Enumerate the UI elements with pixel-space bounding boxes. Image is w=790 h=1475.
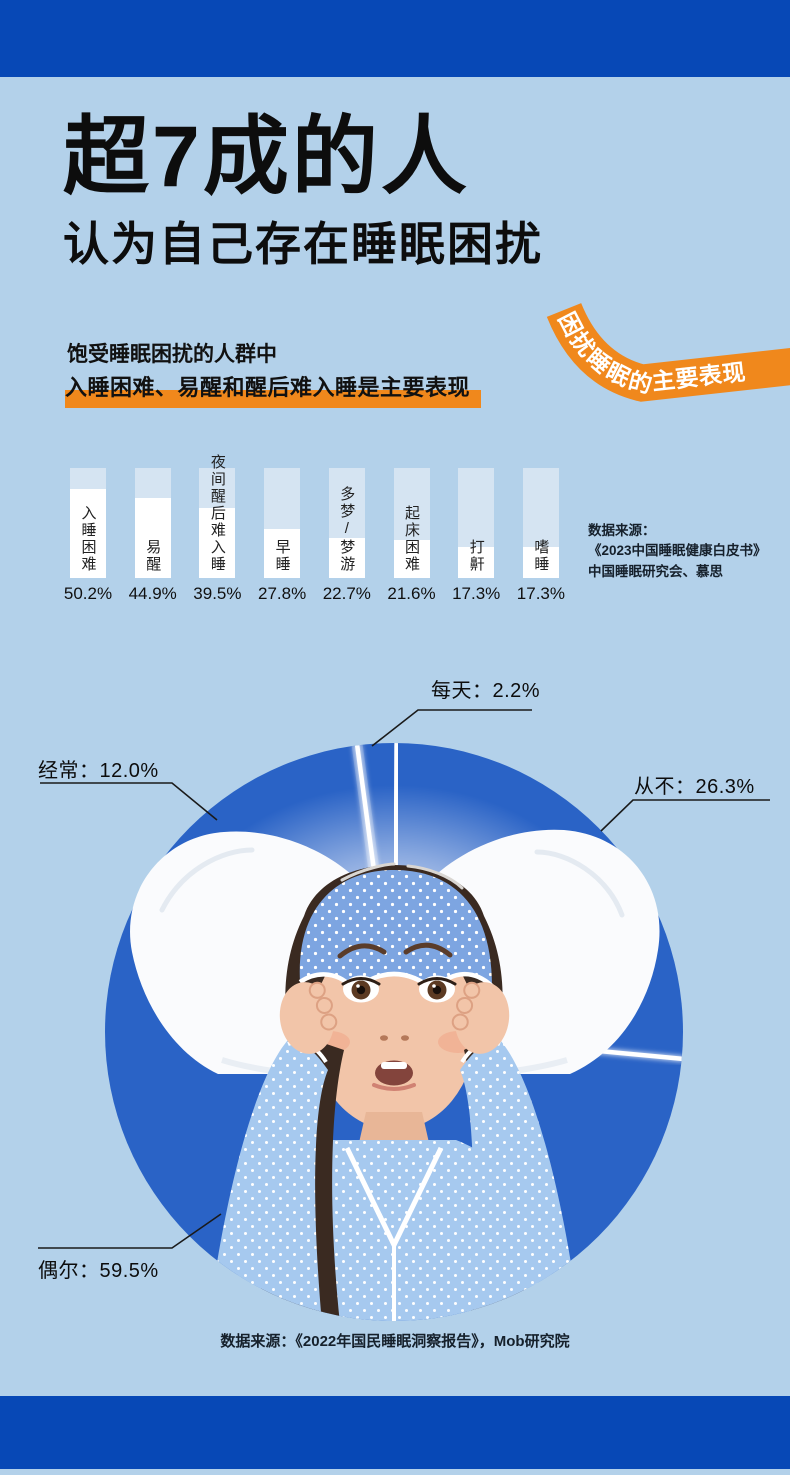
bar-fill — [70, 489, 106, 578]
bar-chart-source-line1: 数据来源： — [588, 523, 656, 538]
bar-fill — [134, 498, 171, 578]
sleeper-photo — [208, 862, 580, 1321]
bar-fill — [393, 540, 430, 578]
eyes — [341, 975, 457, 1003]
left-sleeve — [208, 1039, 328, 1321]
pie-callout-often: 经常：12.0% — [38, 760, 159, 782]
bar-track: 易醒 — [134, 468, 171, 578]
title-main: 超7成的人 — [63, 109, 470, 205]
nose — [380, 1035, 388, 1041]
bar-value-label: 39.5% — [193, 584, 242, 603]
bar-value-label: 17.3% — [452, 584, 501, 603]
title-block: 超7成的人 认为自己存在睡眠困扰 — [63, 112, 543, 269]
bar-column: 嗜睡 17.3% — [517, 468, 565, 603]
bar-category-label: 嗜睡 — [532, 539, 550, 573]
pie-callout-sometimes: 偶尔：59.5% — [38, 1260, 159, 1282]
bar-category-label: 易醒 — [144, 539, 162, 573]
bar-chart: 入睡困难 50.2% 易醒 44.9% 夜间醒后难入睡 39.5% 早睡 27.8% 多梦/梦游… — [64, 454, 630, 608]
bar-category-label: 起床困难 — [403, 505, 420, 573]
sleep-mask — [299, 870, 492, 990]
bar-category-label: 多梦/梦游 — [338, 486, 356, 573]
bar-fill — [522, 547, 559, 578]
bar-chart-source-line3: 中国睡眠研究会、慕思 — [588, 563, 723, 579]
bar-fill — [458, 547, 495, 578]
pie-chart-source: 数据来源：《2022年国民睡眠洞察报告》，Mob研究院 — [220, 1333, 570, 1350]
bar-category-label: 入睡困难 — [79, 505, 97, 573]
bar-column: 打鼾 17.3% — [452, 468, 500, 603]
bar-column: 起床困难 21.6% — [387, 468, 436, 603]
bar-track: 嗜睡 — [522, 468, 559, 578]
bar-value-label: 50.2% — [63, 584, 113, 603]
mouth — [372, 1060, 416, 1091]
bar-category-label: 早睡 — [273, 539, 291, 573]
intro-highlight-bar — [65, 390, 481, 408]
gray-hair-strands — [340, 862, 464, 890]
bar-track: 早睡 — [264, 468, 301, 578]
mask-piping — [298, 971, 494, 994]
bar-chart-source-line2: 《2023中国睡眠健康白皮书》 — [588, 543, 767, 559]
bar-category-label: 夜间醒后难入睡 — [208, 454, 226, 573]
bar-track: 夜间醒后难入睡 — [199, 454, 236, 578]
bar-fill — [264, 529, 301, 578]
pie-callout-never: 从不：26.3% — [634, 776, 755, 798]
top-band — [0, 0, 790, 77]
bar-value-label: 44.9% — [128, 584, 177, 603]
intro-line-2: 入睡困难、易醒和醒后难入睡是主要表现 — [65, 375, 471, 400]
bar-track: 起床困难 — [393, 468, 430, 578]
intro-line-1: 饱受睡眠困扰的人群中 — [67, 343, 277, 366]
right-fist — [451, 981, 510, 1054]
title-subtitle: 认为自己存在睡眠困扰 — [63, 218, 543, 271]
bar-chart-source: 数据来源： 《2023中国睡眠健康白皮书》 中国睡眠研究会、慕思 — [588, 521, 767, 582]
bar-value-label: 27.8% — [257, 584, 307, 603]
bar-value-label: 22.7% — [322, 584, 371, 603]
bar-category-label: 打鼾 — [467, 539, 485, 573]
right-sleeve — [460, 1039, 580, 1321]
bottom-band — [0, 1396, 790, 1469]
bar-column: 早睡 27.8% — [258, 468, 306, 603]
ribbon-label-text: 困扰睡眠的主要表现 — [554, 308, 747, 398]
ribbon-label: 困扰睡眠的主要表现 — [554, 308, 747, 398]
bar-track: 打鼾 — [458, 468, 495, 578]
bar-column: 多梦/梦游 22.7% — [323, 468, 371, 603]
pie-chart — [105, 743, 683, 1321]
bar-track: 多梦/梦游 — [328, 468, 365, 578]
right-brow — [403, 942, 453, 958]
bar-track: 入睡困难 — [70, 468, 106, 578]
left-brow — [337, 943, 387, 959]
bar-column: 夜间醒后难入睡 39.5% — [193, 454, 241, 603]
pie-callout-everyday: 每天：2.2% — [431, 680, 541, 702]
bar-fill — [328, 538, 365, 578]
ribbon-banner: 困扰睡眠的主要表现 — [534, 300, 790, 414]
bar-column: 入睡困难 50.2% — [64, 468, 112, 603]
bar-value-label: 21.6% — [387, 584, 436, 603]
bar-fill — [199, 508, 236, 578]
left-fist — [279, 981, 338, 1054]
bar-column: 易醒 44.9% — [129, 468, 177, 603]
bar-value-label: 17.3% — [516, 584, 565, 603]
